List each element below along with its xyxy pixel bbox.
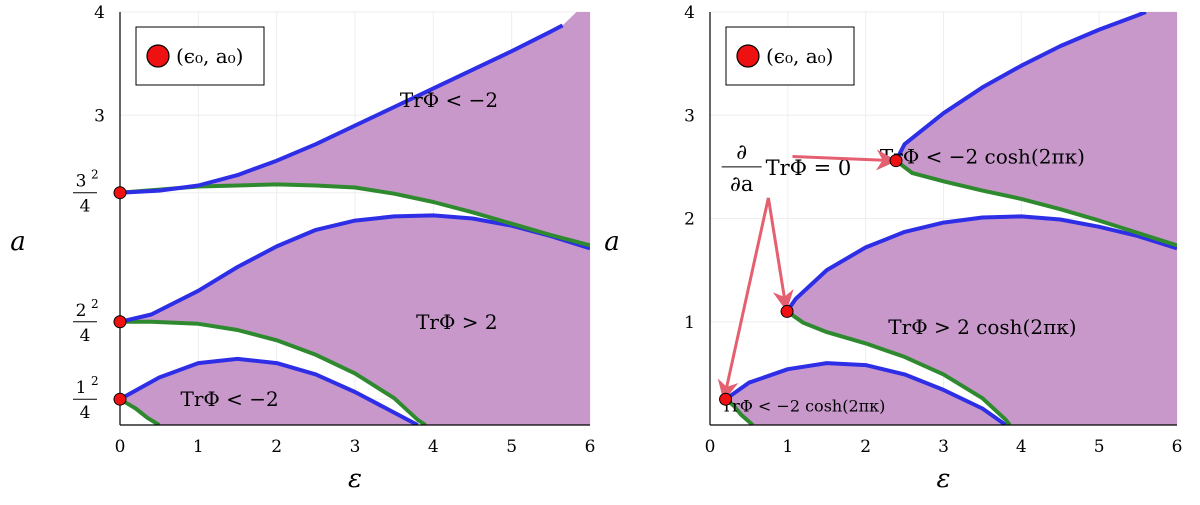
boundary-curves <box>120 23 590 425</box>
y-tick-fraction: 3 2 4 <box>73 168 99 217</box>
x-tick-label: 6 <box>585 437 596 457</box>
x-tick-label: 6 <box>1172 437 1183 457</box>
x-tick-label: 0 <box>115 437 126 457</box>
derivative-annotation: ∂ ∂a TrΦ = 0 <box>717 140 898 402</box>
legend: (ϵ₀, a₀) <box>135 26 265 86</box>
y-tick-fraction: 2 2 4 <box>73 297 99 346</box>
critical-point-marker <box>889 154 903 168</box>
x-tick-label: 4 <box>428 437 439 457</box>
green-curve-1 <box>785 309 1012 425</box>
right-panel: 0 1 2 3 4 5 6 1 2 3 4 ε a TrΦ < −2 cosh(2πκ) TrΦ > 2 c… <box>604 3 1183 494</box>
y-tick-denominator: 4 <box>80 197 91 217</box>
y-tick-label: 4 <box>684 3 695 23</box>
legend-marker <box>736 44 760 68</box>
region-label: TrΦ > 2 <box>416 310 498 334</box>
region-label: TrΦ < −2 cosh(2πκ) <box>721 396 885 415</box>
region-label: TrΦ < −2 cosh(2πκ) <box>880 145 1085 169</box>
critical-point-marker <box>113 315 127 329</box>
annotation-text: TrΦ = 0 <box>766 156 852 180</box>
y-tick-denominator: 4 <box>80 403 91 423</box>
legend-marker <box>146 44 170 68</box>
x-tick-label: 0 <box>705 437 716 457</box>
y-tick-label: 4 <box>94 3 105 23</box>
y-axis-label: a <box>10 227 26 257</box>
region-fill-0 <box>120 358 418 425</box>
y-axis-label: a <box>604 227 620 257</box>
x-tick-label: 2 <box>271 437 282 457</box>
x-axis-label: ε <box>937 464 951 494</box>
legend: (ϵ₀, a₀) <box>725 26 855 86</box>
blue-curve-2 <box>120 23 564 195</box>
blue-curve-0 <box>724 361 1007 425</box>
critical-point-marker <box>113 186 127 200</box>
annotation-partial-numerator: ∂ <box>736 140 747 164</box>
y-tick-label: 3 <box>94 106 105 126</box>
y-tick-exponent: 2 <box>91 297 99 311</box>
y-tick-exponent: 2 <box>91 168 99 182</box>
critical-point-marker <box>113 392 127 406</box>
annotation-arrow-2 <box>717 197 770 402</box>
critical-point-marker <box>719 392 733 406</box>
blue-curve-0 <box>120 356 419 425</box>
region-fill-1 <box>787 216 1177 425</box>
y-tick-numerator: 2 <box>76 301 87 321</box>
y-tick-numerator: 3 <box>76 172 87 192</box>
x-tick-label: 3 <box>350 437 361 457</box>
y-tick-denominator: 4 <box>80 326 91 346</box>
x-tick-label: 1 <box>782 437 793 457</box>
instability-regions <box>725 12 1177 425</box>
x-tick-label: 4 <box>1016 437 1027 457</box>
blue-curve-2 <box>894 12 1147 162</box>
y-tick-fraction: 1 2 4 <box>73 374 99 423</box>
annotation-arrow-1 <box>766 197 794 312</box>
y-tick-exponent: 2 <box>91 374 99 388</box>
region-label: TrΦ < −2 <box>181 387 279 411</box>
legend-label: (ϵ₀, a₀) <box>176 44 243 68</box>
y-tick-label: 1 <box>684 313 695 333</box>
x-axis-label: ε <box>348 464 362 494</box>
annotation-arrow-0 <box>792 149 898 171</box>
x-tick-label: 2 <box>860 437 871 457</box>
y-tick-label: 3 <box>684 106 695 126</box>
boundary-curves <box>724 12 1177 425</box>
region-label: TrΦ > 2 cosh(2πκ) <box>888 315 1076 339</box>
x-tick-label: 5 <box>506 437 517 457</box>
x-tick-label: 5 <box>1094 437 1105 457</box>
region-fill-0 <box>725 363 1006 425</box>
y-tick-label: 2 <box>684 210 695 230</box>
region-label: TrΦ < −2 <box>400 88 498 112</box>
x-tick-label: 1 <box>193 437 204 457</box>
green-curve-1 <box>120 319 427 425</box>
legend-label: (ϵ₀, a₀) <box>766 44 833 68</box>
y-tick-numerator: 1 <box>76 378 87 398</box>
green-curve-2 <box>894 159 1177 248</box>
green-curve-0 <box>120 397 161 425</box>
blue-curve-1 <box>785 214 1177 313</box>
critical-point-marker <box>780 304 794 318</box>
annotation-partial-denominator: ∂a <box>730 172 753 196</box>
x-tick-label: 3 <box>938 437 949 457</box>
region-fill-2 <box>896 12 1177 246</box>
